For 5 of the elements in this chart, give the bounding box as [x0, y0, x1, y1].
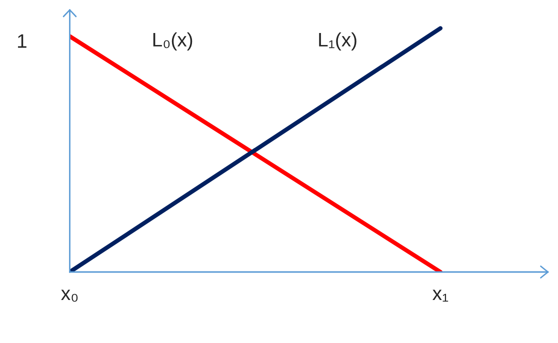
x-tick-label: x₁: [432, 290, 448, 302]
annotation: L₀(x): [153, 32, 192, 50]
annotation: L₁(x): [319, 32, 356, 50]
text: 1: [18, 34, 26, 48]
x-tick-label: x₀: [61, 290, 78, 302]
